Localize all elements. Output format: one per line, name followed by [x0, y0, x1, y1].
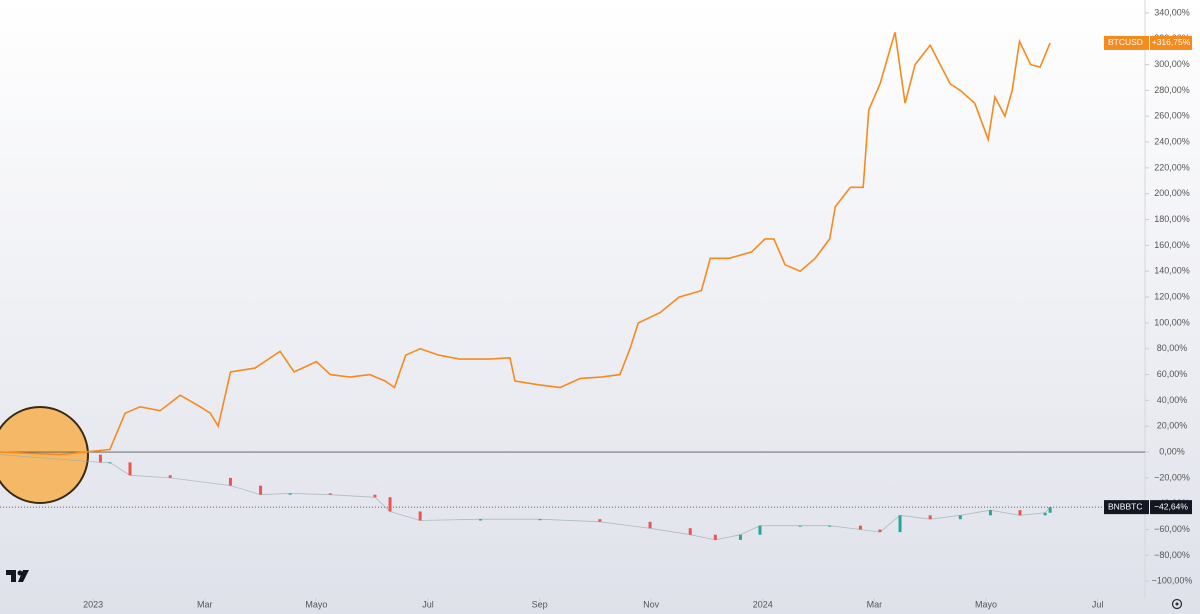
candle	[958, 515, 962, 520]
candle	[688, 528, 692, 535]
y-tick-label: 260,00%	[1154, 111, 1190, 121]
legend-box	[1104, 500, 1149, 515]
y-tick-label: 0,00%	[1159, 446, 1185, 456]
candle	[388, 497, 392, 512]
candle	[1043, 512, 1047, 516]
y-tick-label: −100,00%	[1152, 576, 1193, 586]
x-tick-label: Jul	[422, 599, 434, 609]
y-tick-label: 40,00%	[1157, 395, 1188, 405]
x-tick-label: Mar	[197, 599, 213, 609]
y-tick-label: 200,00%	[1154, 188, 1190, 198]
y-tick-label: 20,00%	[1157, 421, 1188, 431]
candle	[828, 525, 832, 527]
value-box	[1150, 35, 1192, 50]
y-tick-label: −20,00%	[1154, 472, 1190, 482]
y-tick-label: 340,00%	[1154, 7, 1190, 17]
y-tick-label: 300,00%	[1154, 59, 1190, 69]
candle	[108, 462, 112, 464]
y-tick-label: 120,00%	[1154, 291, 1190, 301]
candle	[713, 534, 717, 540]
candle	[1018, 510, 1022, 516]
tv-logo	[6, 570, 29, 582]
candle	[328, 493, 332, 495]
candle	[878, 529, 882, 533]
x-tick-label: 2023	[83, 599, 103, 609]
y-tick-label: −80,00%	[1154, 550, 1190, 560]
x-tick-label: Sep	[532, 599, 548, 609]
value-label: +316,75%	[1152, 37, 1191, 47]
candle	[898, 515, 902, 533]
legend-box	[1104, 35, 1149, 50]
candle	[259, 485, 263, 495]
y-tick-label: 180,00%	[1154, 214, 1190, 224]
y-tick-label: 220,00%	[1154, 162, 1190, 172]
candle	[988, 510, 992, 516]
x-tick-label: Mayo	[975, 599, 997, 609]
candle	[373, 494, 377, 498]
y-tick-label: 240,00%	[1154, 136, 1190, 146]
candle	[98, 454, 102, 463]
candle	[478, 519, 482, 521]
x-tick-label: Mar	[867, 599, 883, 609]
candle	[598, 519, 602, 522]
legend-label: BTCUSD	[1108, 37, 1143, 47]
highlight-circle	[0, 406, 89, 504]
candle	[228, 477, 232, 486]
legend-label: BNBBTC	[1108, 501, 1142, 511]
candle	[288, 493, 292, 495]
value-label: −42,64%	[1154, 501, 1188, 511]
candle	[928, 515, 932, 520]
x-tick-label: 2024	[753, 599, 773, 609]
y-tick-label: 80,00%	[1157, 343, 1188, 353]
x-tick-label: Mayo	[305, 599, 327, 609]
y-tick-label: 160,00%	[1154, 240, 1190, 250]
candle	[858, 525, 862, 530]
candle	[798, 525, 802, 527]
x-tick-label: Nov	[643, 599, 660, 609]
settings-icon[interactable]	[1171, 598, 1183, 610]
value-box	[1150, 500, 1192, 515]
x-tick-label: Jul	[1092, 599, 1104, 609]
candle	[538, 519, 542, 521]
y-tick-label: 140,00%	[1154, 266, 1190, 276]
y-tick-label: −60,00%	[1154, 524, 1190, 534]
y-tick-label: 100,00%	[1154, 317, 1190, 327]
candle	[1048, 507, 1052, 513]
candle	[168, 475, 172, 478]
candle	[418, 511, 422, 521]
y-tick-label: 60,00%	[1157, 369, 1188, 379]
candle	[758, 525, 762, 535]
candle	[738, 534, 742, 540]
candle	[128, 462, 132, 476]
y-tick-label: 280,00%	[1154, 85, 1190, 95]
series-line	[0, 32, 1051, 456]
candle	[648, 521, 652, 529]
